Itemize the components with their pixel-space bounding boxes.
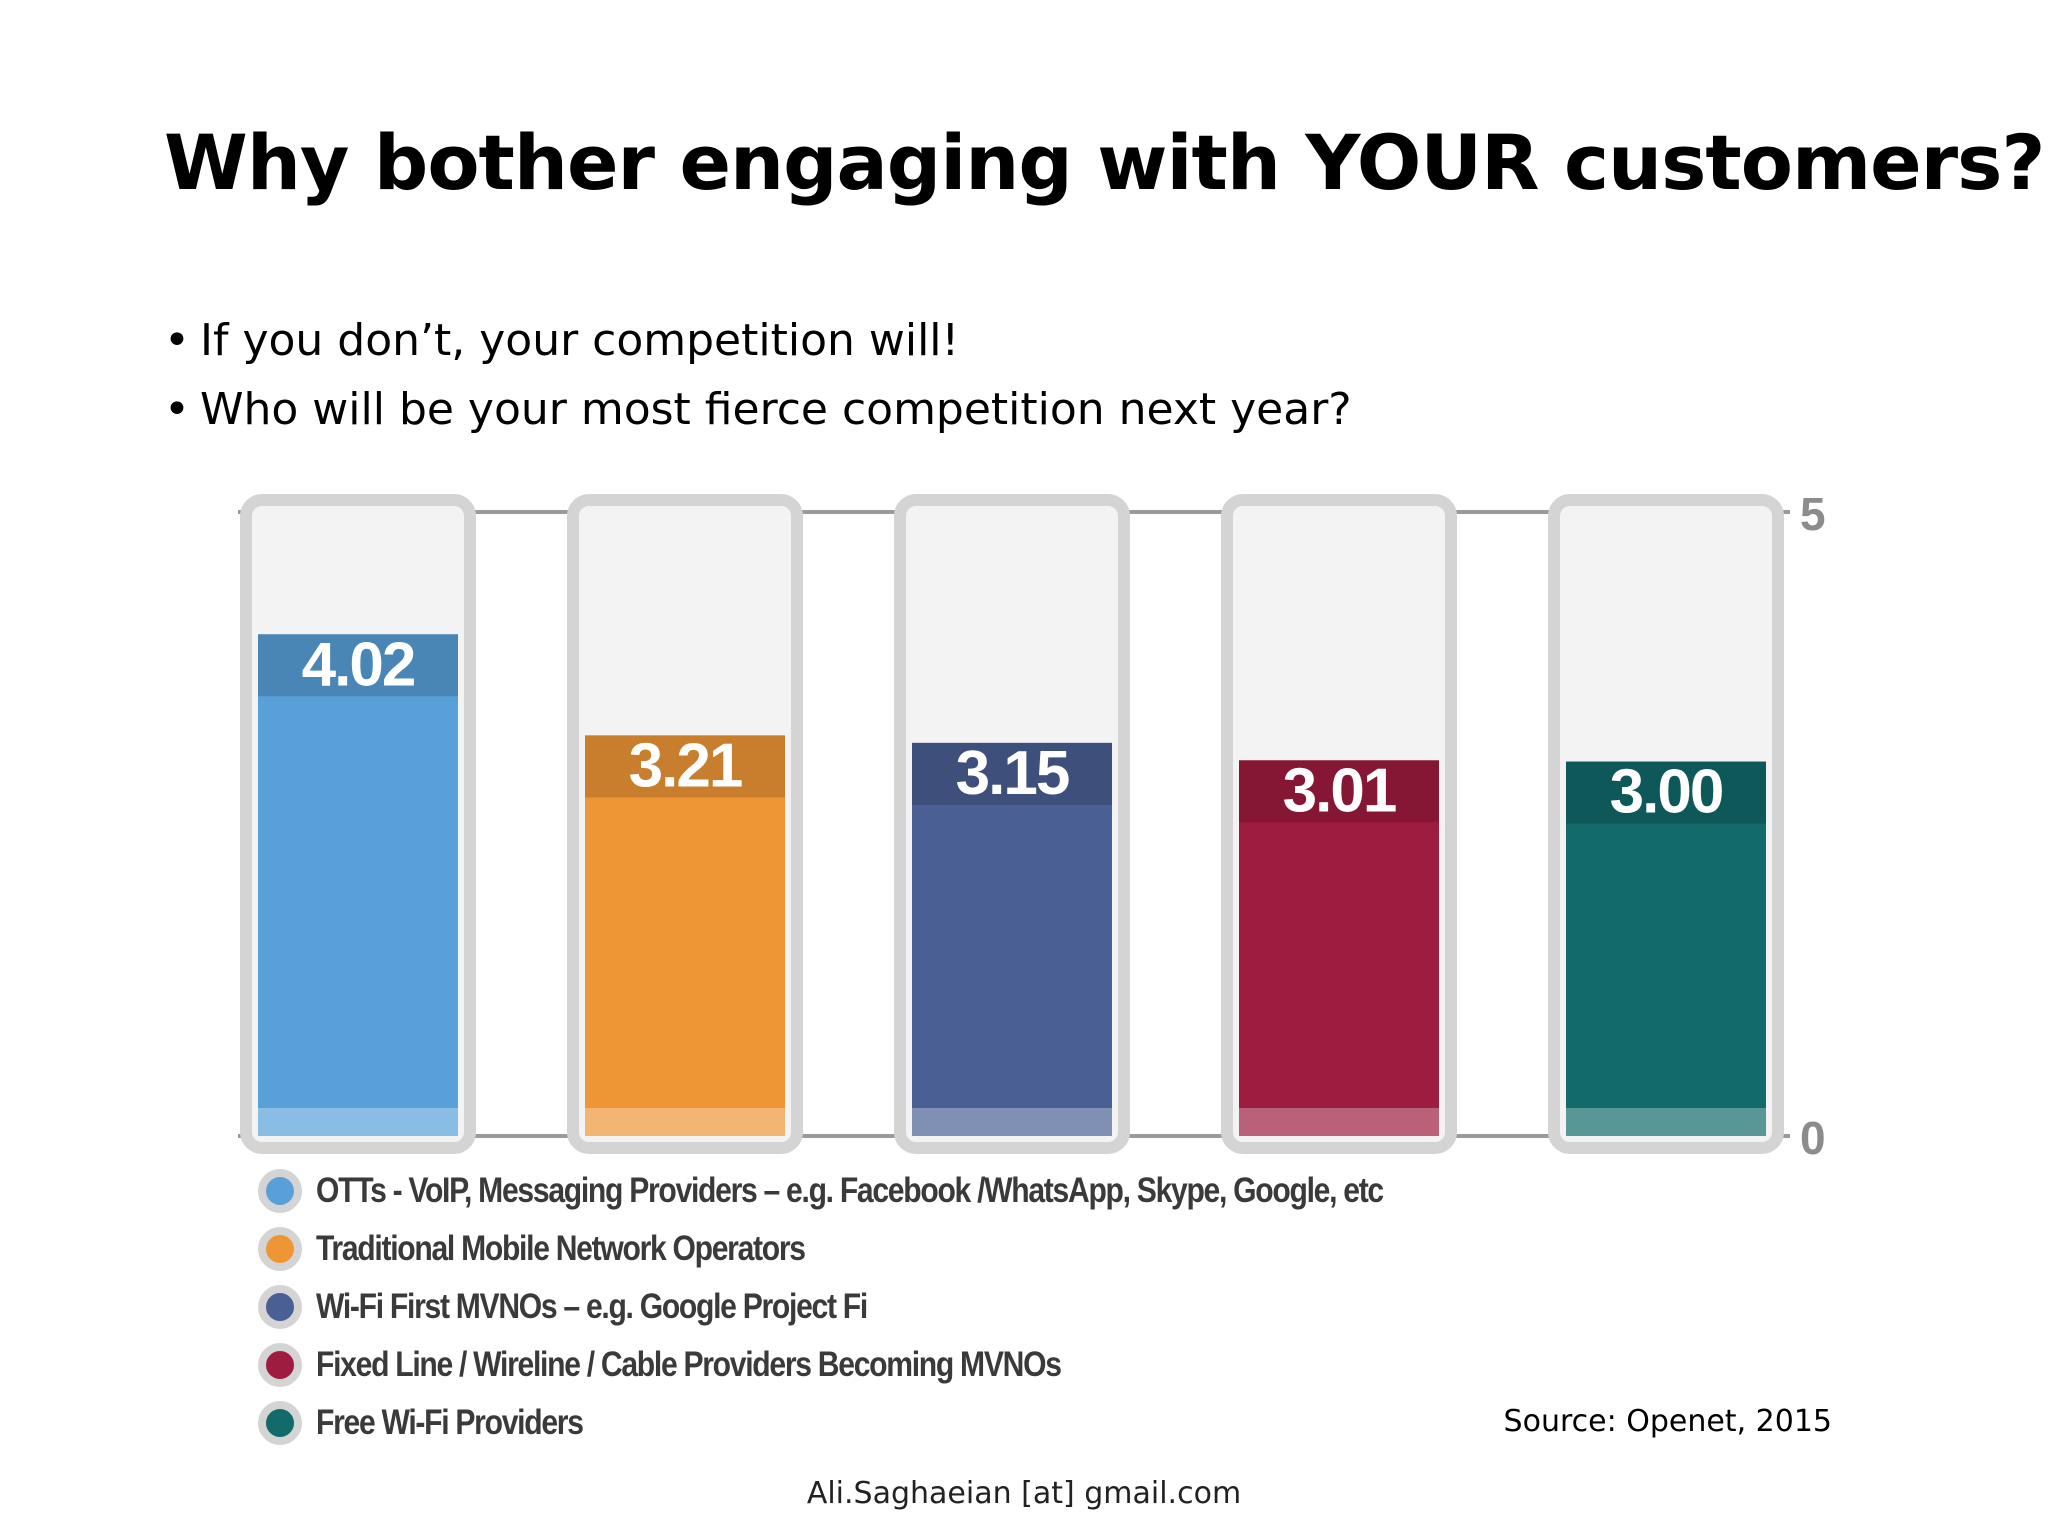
bar [585, 735, 785, 1136]
bar [912, 742, 1112, 1136]
legend-label: Traditional Mobile Network Operators [316, 1229, 806, 1268]
bar-chart: 5 0 4.02 3.21 3.15 3.01 3.00 [238, 488, 1826, 1164]
legend-label: Wi-Fi First MVNOs – e.g. Google Project … [316, 1287, 868, 1326]
legend-item: Wi-Fi First MVNOs – e.g. Google Project … [258, 1278, 1557, 1336]
bullet-item: Who will be your most fierce competition… [164, 375, 1352, 444]
bar [1239, 760, 1439, 1136]
bar [258, 634, 458, 1136]
bar-value-label: 4.02 [302, 630, 415, 699]
bullet-item: If you don’t, your competition will! [164, 306, 1352, 375]
y-tick-label: 0 [1800, 1112, 1826, 1164]
bar-base-band [912, 1108, 1112, 1136]
bar-value-label: 3.21 [629, 731, 742, 800]
chart-area: 5 0 4.02 3.21 3.15 3.01 3.00 [0, 470, 2048, 1170]
footer-email: Ali.Saghaeian [at] gmail.com [806, 1476, 1242, 1511]
legend-swatch [258, 1343, 302, 1387]
legend-swatch [258, 1401, 302, 1445]
bar-base-band [1239, 1108, 1439, 1136]
bar-label-band [585, 735, 785, 798]
bar-base-band [1566, 1108, 1766, 1136]
legend-item: OTTs - VoIP, Messaging Providers – e.g. … [258, 1162, 1557, 1220]
legend-swatch [258, 1285, 302, 1329]
bar-value-label: 3.15 [956, 739, 1069, 808]
bullet-list: If you don’t, your competition will! Who… [164, 306, 1352, 444]
bar-value-label: 3.00 [1610, 758, 1723, 827]
legend-item: Free Wi-Fi Providers [258, 1394, 1557, 1452]
bar [1566, 761, 1766, 1136]
legend-label: Free Wi-Fi Providers [316, 1403, 584, 1442]
bar-base-band [585, 1108, 785, 1136]
bar-base-band [258, 1108, 458, 1136]
bar-label-band [1566, 761, 1766, 824]
legend-label: OTTs - VoIP, Messaging Providers – e.g. … [316, 1171, 1384, 1210]
legend-item: Fixed Line / Wireline / Cable Providers … [258, 1336, 1557, 1394]
legend-item: Traditional Mobile Network Operators [258, 1220, 1557, 1278]
bar-label-band [912, 742, 1112, 805]
legend-swatch [258, 1169, 302, 1213]
bar-label-band [1239, 760, 1439, 823]
y-tick-label: 5 [1800, 488, 1826, 540]
slide-title: Why bother engaging with YOUR customers? [164, 118, 2045, 207]
bar-label-band [258, 634, 458, 697]
source-note: Source: Openet, 2015 [1503, 1404, 1832, 1439]
bar-value-label: 3.01 [1283, 756, 1396, 825]
legend-label: Fixed Line / Wireline / Cable Providers … [316, 1345, 1062, 1384]
chart-legend: OTTs - VoIP, Messaging Providers – e.g. … [258, 1162, 1557, 1452]
legend-swatch [258, 1227, 302, 1271]
